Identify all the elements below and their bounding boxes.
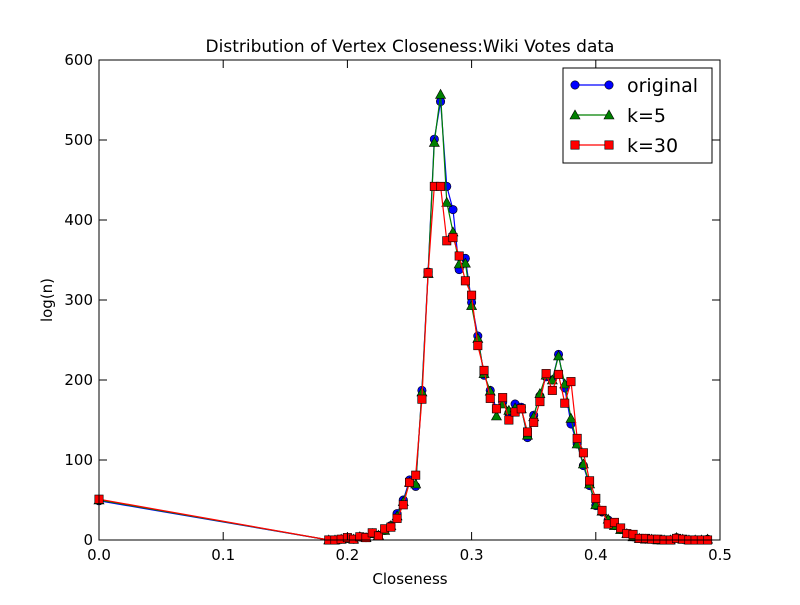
data-point — [553, 350, 565, 361]
legend-label: k=30 — [627, 135, 678, 157]
data-point — [547, 385, 557, 395]
data-point — [541, 369, 551, 379]
data-point — [441, 196, 453, 207]
data-point — [522, 427, 532, 437]
legend-marker — [570, 80, 580, 90]
data-point — [491, 404, 501, 414]
data-point — [435, 88, 447, 99]
data-point — [448, 233, 458, 243]
x-axis-ticks: 0.0 0.1 0.2 0.3 0.4 0.5 — [87, 60, 732, 564]
x-tick-label: 0.2 — [335, 546, 359, 564]
y-tick-label: 200 — [64, 371, 93, 389]
legend-label: k=5 — [627, 105, 666, 127]
data-point — [560, 398, 570, 408]
x-axis-label: Closeness — [372, 570, 447, 588]
data-point — [616, 523, 626, 533]
legend-item-k=30: k=30 — [570, 135, 678, 157]
data-point — [466, 299, 478, 310]
y-tick-label: 100 — [64, 451, 93, 469]
legend-marker — [604, 140, 614, 150]
y-axis-ticks: 0 100 200 300 400 500 600 — [64, 51, 720, 549]
series-k=30 — [94, 181, 713, 545]
data-point — [490, 410, 502, 421]
data-point — [467, 290, 477, 300]
x-tick-label: 0.5 — [708, 546, 732, 564]
data-point — [436, 181, 446, 191]
data-point — [565, 412, 577, 423]
x-tick-label: 0.3 — [460, 546, 484, 564]
data-point — [428, 136, 440, 147]
y-tick-label: 500 — [64, 131, 93, 149]
y-axis-label: log(n) — [38, 278, 56, 322]
data-point — [609, 517, 619, 527]
data-point — [459, 257, 471, 268]
legend-marker — [570, 140, 580, 150]
chart-title: Distribution of Vertex Closeness:Wiki Vo… — [206, 37, 615, 57]
data-point — [578, 448, 588, 458]
legend-marker — [603, 109, 615, 120]
series-layer — [93, 88, 714, 545]
data-point — [516, 404, 526, 414]
data-point — [591, 493, 601, 503]
data-point — [454, 251, 464, 261]
data-point — [386, 522, 396, 532]
y-tick-label: 400 — [64, 211, 93, 229]
data-point — [460, 276, 470, 286]
legend-marker — [604, 80, 614, 90]
data-point — [566, 377, 576, 387]
data-point — [417, 394, 427, 404]
legend-label: original — [627, 75, 698, 97]
legend: original k=5 k=30 — [562, 67, 713, 164]
legend-marker — [569, 109, 581, 120]
data-point — [398, 500, 408, 510]
data-point — [529, 417, 539, 427]
x-tick-label: 0.1 — [211, 546, 235, 564]
y-tick-label: 600 — [64, 51, 93, 69]
data-point — [473, 341, 483, 351]
data-point — [585, 476, 595, 486]
x-tick-label: 0.0 — [87, 546, 111, 564]
y-tick-label: 300 — [64, 291, 93, 309]
legend-item-original: original — [570, 75, 698, 97]
data-point — [498, 393, 508, 403]
data-point — [411, 470, 421, 480]
data-point — [597, 505, 607, 515]
data-point — [479, 365, 489, 375]
data-point — [504, 415, 514, 425]
data-point — [361, 533, 371, 543]
data-point — [392, 513, 402, 523]
data-point — [546, 374, 558, 385]
data-point — [554, 369, 564, 379]
data-point — [404, 477, 414, 487]
x-tick-label: 0.4 — [584, 546, 608, 564]
data-point — [485, 393, 495, 403]
data-point — [535, 397, 545, 407]
data-point — [572, 433, 582, 443]
y-tick-label: 0 — [83, 531, 93, 549]
legend-item-k=5: k=5 — [569, 105, 666, 127]
data-point — [423, 268, 433, 278]
